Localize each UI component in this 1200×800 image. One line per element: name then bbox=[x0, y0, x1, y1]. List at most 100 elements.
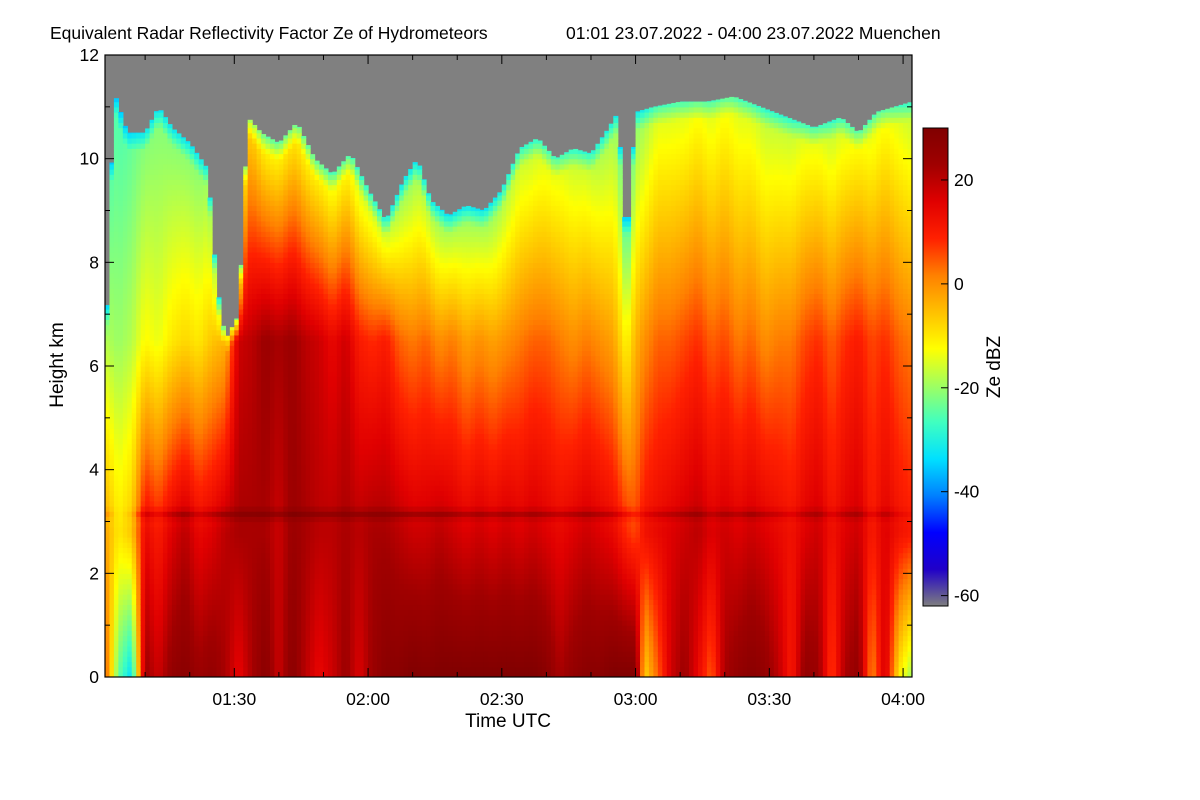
heatmap-cell bbox=[314, 412, 320, 419]
heatmap-cell bbox=[167, 124, 173, 129]
heatmap-cell bbox=[118, 308, 124, 315]
heatmap-cell bbox=[185, 645, 191, 652]
heatmap-cell bbox=[243, 407, 249, 414]
heatmap-cell bbox=[127, 521, 133, 528]
heatmap-cell bbox=[189, 433, 195, 440]
heatmap-cell bbox=[261, 169, 267, 175]
heatmap-cell bbox=[319, 205, 325, 212]
heatmap-cell bbox=[238, 371, 244, 377]
heatmap-cell bbox=[105, 428, 111, 434]
heatmap-cell bbox=[323, 666, 329, 673]
heatmap-cell bbox=[198, 547, 204, 554]
heatmap-cell bbox=[247, 619, 253, 626]
heatmap-cell bbox=[229, 635, 235, 642]
heatmap-cell bbox=[310, 298, 316, 305]
heatmap-cell bbox=[171, 174, 177, 180]
heatmap-cell bbox=[269, 139, 276, 144]
heatmap-cell bbox=[127, 308, 133, 315]
heatmap-cell bbox=[314, 283, 320, 289]
heatmap-cell bbox=[122, 495, 128, 502]
heatmap-cell bbox=[185, 189, 191, 196]
heatmap-cell bbox=[136, 402, 142, 409]
heatmap-cell bbox=[189, 226, 195, 232]
heatmap-cell bbox=[261, 547, 267, 554]
heatmap-cell bbox=[247, 137, 253, 144]
heatmap-cell bbox=[256, 568, 262, 574]
heatmap-cell bbox=[256, 480, 262, 486]
heatmap-cell bbox=[225, 614, 231, 621]
heatmap-cell bbox=[323, 630, 329, 637]
heatmap-cell bbox=[176, 366, 182, 372]
heatmap-cell bbox=[203, 459, 209, 466]
heatmap-cell bbox=[278, 604, 284, 611]
heatmap-cell bbox=[171, 158, 177, 165]
heatmap-cell bbox=[140, 625, 146, 631]
heatmap-cell bbox=[261, 246, 267, 253]
heatmap-cell bbox=[243, 288, 249, 295]
heatmap-cell bbox=[278, 231, 284, 238]
heatmap-cell bbox=[265, 511, 271, 517]
heatmap-cell bbox=[310, 417, 316, 424]
heatmap-cell bbox=[185, 438, 191, 445]
heatmap-cell bbox=[189, 246, 195, 253]
heatmap-cell bbox=[287, 448, 293, 455]
heatmap-cell bbox=[265, 448, 271, 455]
heatmap-cell bbox=[176, 231, 182, 238]
heatmap-cell bbox=[247, 433, 253, 440]
heatmap-cell bbox=[198, 179, 204, 186]
heatmap-cell bbox=[238, 319, 244, 326]
heatmap-cell bbox=[292, 210, 298, 217]
heatmap-cell bbox=[154, 143, 160, 149]
heatmap-cell bbox=[301, 619, 307, 626]
heatmap-cell bbox=[256, 220, 262, 227]
heatmap-cell bbox=[162, 407, 169, 414]
heatmap-cell bbox=[194, 516, 200, 523]
heatmap-cell bbox=[265, 480, 271, 486]
heatmap-cell bbox=[109, 210, 115, 217]
heatmap-cell bbox=[212, 651, 218, 657]
heatmap-cell bbox=[269, 443, 276, 450]
heatmap-cell bbox=[113, 340, 119, 346]
heatmap-cell bbox=[238, 666, 244, 673]
heatmap-cell bbox=[203, 433, 209, 440]
heatmap-cell bbox=[314, 314, 320, 320]
heatmap-cell bbox=[229, 386, 235, 393]
heatmap-cell bbox=[198, 407, 204, 414]
heatmap-cell bbox=[247, 308, 253, 315]
heatmap-cell bbox=[319, 423, 325, 429]
heatmap-cell bbox=[207, 397, 213, 403]
heatmap-cell bbox=[265, 293, 271, 300]
heatmap-cell bbox=[189, 174, 195, 180]
heatmap-cell bbox=[176, 464, 182, 471]
heatmap-cell bbox=[269, 272, 276, 279]
heatmap-cell bbox=[127, 417, 133, 424]
heatmap-cell bbox=[274, 485, 280, 491]
heatmap-cell bbox=[118, 386, 124, 393]
heatmap-cell bbox=[131, 459, 137, 466]
heatmap-cell bbox=[238, 640, 244, 647]
heatmap-cell bbox=[265, 262, 271, 269]
heatmap-cell bbox=[194, 433, 200, 440]
heatmap-cell bbox=[310, 433, 316, 440]
heatmap-cell bbox=[145, 651, 151, 657]
heatmap-cell bbox=[261, 423, 267, 429]
heatmap-cell bbox=[229, 645, 235, 652]
heatmap-cell bbox=[167, 314, 173, 320]
heatmap-cell bbox=[292, 609, 298, 616]
heatmap-cell bbox=[310, 640, 316, 647]
heatmap-cell bbox=[229, 511, 235, 517]
heatmap-cell bbox=[145, 226, 151, 232]
heatmap-cell bbox=[256, 391, 262, 398]
heatmap-cell bbox=[256, 448, 262, 455]
heatmap-cell bbox=[225, 599, 231, 606]
heatmap-cell bbox=[327, 609, 333, 616]
heatmap-cell bbox=[212, 288, 218, 295]
heatmap-cell bbox=[252, 495, 258, 502]
heatmap-cell bbox=[225, 516, 231, 523]
heatmap-cell bbox=[131, 500, 137, 507]
heatmap-cell bbox=[229, 666, 235, 673]
heatmap-cell bbox=[113, 272, 119, 279]
heatmap-cell bbox=[180, 246, 186, 253]
heatmap-cell bbox=[323, 215, 329, 222]
heatmap-cell bbox=[305, 537, 311, 543]
